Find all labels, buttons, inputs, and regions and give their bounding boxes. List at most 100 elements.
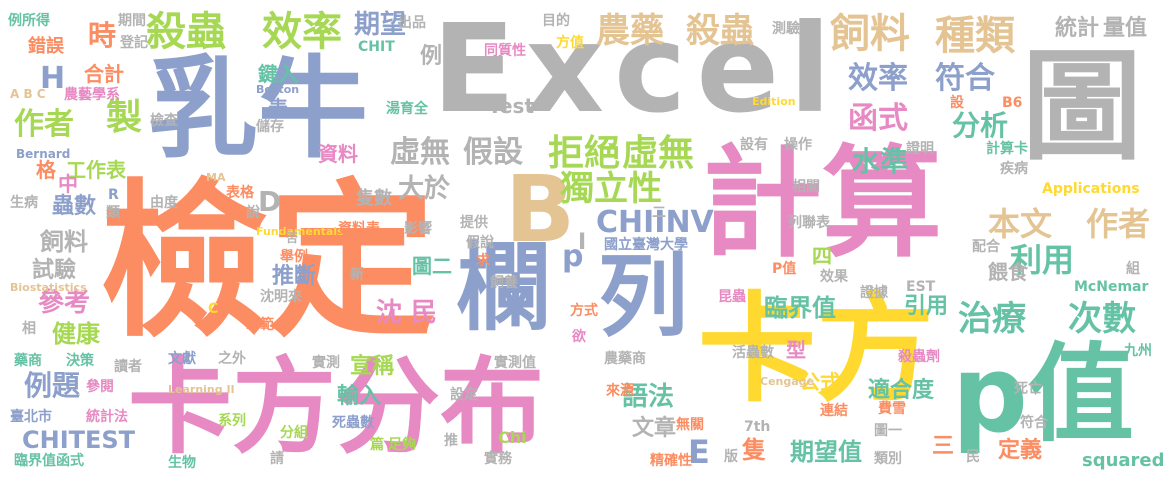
cloud-word: 設定 <box>450 387 478 403</box>
cloud-word: 否 <box>286 231 299 245</box>
cloud-word: 隻 <box>742 436 766 464</box>
cloud-word: 資料表 <box>338 221 380 237</box>
cloud-word: 實測值 <box>494 355 536 371</box>
cloud-word: 說 <box>246 205 260 221</box>
cloud-word: 利用 <box>1010 241 1075 279</box>
cloud-word: 檢定 <box>100 164 436 360</box>
cloud-word: 儲存 <box>256 119 284 135</box>
cloud-word: 死亡 <box>1014 381 1042 397</box>
cloud-word: EST <box>906 279 936 295</box>
cloud-word: 費雪 <box>878 401 906 417</box>
cloud-word: Edition <box>752 95 796 108</box>
cloud-word: 由度 <box>150 195 178 211</box>
cloud-word: 表格 <box>226 185 254 201</box>
cloud-word: 例所得 <box>8 13 50 29</box>
cloud-word: 登記 <box>120 35 148 51</box>
cloud-word: B <box>505 156 576 263</box>
cloud-word: Boston <box>256 83 300 96</box>
cloud-word: 種類 <box>935 13 1015 59</box>
cloud-word: 之外 <box>218 351 246 367</box>
cloud-word: 測驗 <box>772 21 800 37</box>
cloud-word: 出品 <box>398 15 426 31</box>
cloud-word: 參考 <box>38 288 91 318</box>
cloud-word: R <box>108 187 119 203</box>
cloud-word: 臨界值 <box>764 294 836 322</box>
cloud-word: 7th <box>744 419 771 435</box>
cloud-word: 引用 <box>904 294 949 319</box>
cloud-word: 請 <box>270 451 284 467</box>
cloud-word: 計算卡 <box>986 141 1028 157</box>
cloud-word: 虛無 <box>622 133 695 174</box>
cloud-word: 生病 <box>10 195 38 211</box>
cloud-word: 分析 <box>952 109 1009 142</box>
cloud-word: 飼料 <box>830 11 910 57</box>
cloud-word: 效率 <box>848 61 908 96</box>
cloud-word: 健康 <box>52 320 100 348</box>
cloud-word: Cengage <box>760 375 814 388</box>
cloud-word: 圖二 <box>412 254 452 278</box>
cloud-word: 九州 <box>1124 343 1152 359</box>
cloud-word: 證明 <box>906 141 934 157</box>
cloud-word: 拒絕 <box>548 133 621 174</box>
cloud-word: 期間 <box>118 13 146 29</box>
cloud-word: 圖 <box>1022 38 1142 177</box>
cloud-word: p值 <box>952 333 1134 456</box>
cloud-word: 時 <box>88 19 117 52</box>
cloud-word: 參閱 <box>86 379 114 395</box>
cloud-word: 臺北市 <box>10 409 52 425</box>
cloud-word: 工作表 <box>66 158 126 182</box>
cloud-word: 檢查 <box>150 113 178 129</box>
cloud-word: 實測 <box>312 355 340 371</box>
cloud-word: 殺蟲 <box>146 9 226 55</box>
cloud-word: 沈 民 <box>376 298 438 328</box>
cloud-word: D <box>258 185 282 218</box>
cloud-word: 文獻 <box>168 351 196 367</box>
cloud-word: Test <box>488 94 535 118</box>
cloud-word: 飼養 <box>490 275 518 291</box>
cloud-word: 假設 <box>463 135 523 170</box>
cloud-word: 實務 <box>484 451 512 467</box>
cloud-word: 版 <box>724 449 738 465</box>
cloud-word: 卡方分布 <box>128 346 545 468</box>
cloud-word: 錯誤 <box>28 36 64 57</box>
cloud-word: MA <box>206 171 226 184</box>
cloud-word: Excel <box>432 0 841 140</box>
cloud-word: 相關 <box>792 179 820 195</box>
cloud-word: 篇 <box>370 437 384 453</box>
cloud-word: 作者 <box>1086 205 1151 243</box>
cloud-word: 獨立性 <box>560 169 662 209</box>
cloud-word: Learning II <box>168 383 235 396</box>
cloud-word: 疾病 <box>1000 161 1028 177</box>
cloud-word: 試驗 <box>32 258 77 283</box>
cloud-word: 設有 <box>740 137 768 153</box>
cloud-word: 效果 <box>820 269 848 285</box>
cloud-word: 殺蟲劑 <box>898 349 940 365</box>
cloud-word: 方值 <box>556 35 584 51</box>
cloud-word: 餵食 <box>988 260 1028 284</box>
cloud-word: 臨界值函式 <box>14 453 84 469</box>
cloud-word: 合計 <box>84 62 124 86</box>
cloud-word: 乳牛 <box>148 45 368 173</box>
cloud-word: 推 <box>444 433 458 449</box>
cloud-word: 證據 <box>860 285 888 301</box>
cloud-word: 類 <box>106 205 120 221</box>
cloud-word: 鍵入 <box>258 62 298 86</box>
cloud-word: McNemar <box>1074 279 1149 295</box>
cloud-word: 新 <box>350 267 364 283</box>
cloud-word: 圖一 <box>874 423 902 439</box>
cloud-word: I <box>578 230 587 255</box>
cloud-word: 湯育全 <box>386 101 428 117</box>
cloud-word: 統計 <box>1055 16 1100 41</box>
cloud-word: 民 <box>966 449 980 465</box>
cloud-word: 次數 <box>1068 299 1136 339</box>
cloud-word: 分組 <box>280 425 308 441</box>
cloud-word: 生物 <box>168 455 196 471</box>
cloud-word: 組 <box>1126 261 1140 277</box>
cloud-word: Bernard <box>16 147 71 161</box>
cloud-word: 方式 <box>570 303 598 319</box>
cloud-word: 昆蟲 <box>718 289 746 305</box>
cloud-word: 例題 <box>24 369 81 402</box>
cloud-word: 相 <box>22 321 36 337</box>
cloud-word: 舉例 <box>280 249 308 265</box>
